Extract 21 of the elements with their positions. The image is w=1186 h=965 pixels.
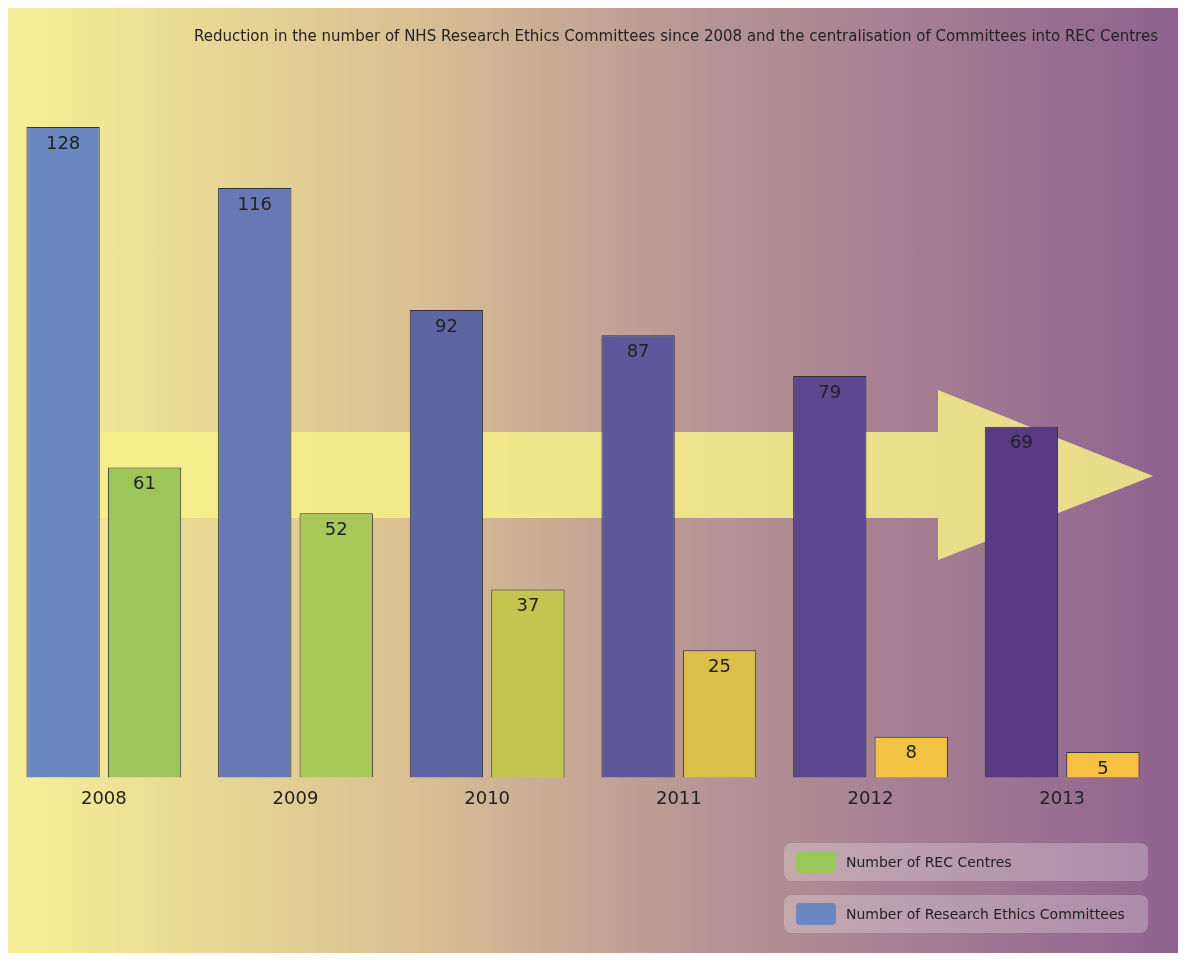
data-label: 37 xyxy=(516,594,540,616)
data-label: 116 xyxy=(237,192,272,214)
x-tick-label: 2010 xyxy=(464,786,511,808)
data-label: 79 xyxy=(818,380,842,402)
x-tick-label: 2009 xyxy=(272,786,319,808)
chart-title: Reduction in the number of NHS Research Ethics Committees since 2008 and the centralisation of Committees into REC Centres xyxy=(194,26,1159,45)
data-label: 8 xyxy=(905,741,917,763)
x-tick-label: 2008 xyxy=(80,786,127,808)
x-tick-label: 2013 xyxy=(1039,786,1086,808)
data-label: 25 xyxy=(708,655,732,677)
data-label: 5 xyxy=(1097,756,1109,778)
legend-label: Number of Research Ethics Committees xyxy=(846,906,1125,922)
data-label: 128 xyxy=(45,131,81,153)
x-tick-label: 2011 xyxy=(655,786,702,808)
data-label: 92 xyxy=(434,314,458,336)
legend-label: Number of REC Centres xyxy=(846,854,1012,870)
data-label: 69 xyxy=(1009,431,1033,453)
data-label: 52 xyxy=(324,517,348,539)
data-label: 61 xyxy=(133,472,157,494)
x-tick-label: 2012 xyxy=(847,786,894,808)
data-label: 87 xyxy=(626,339,650,361)
